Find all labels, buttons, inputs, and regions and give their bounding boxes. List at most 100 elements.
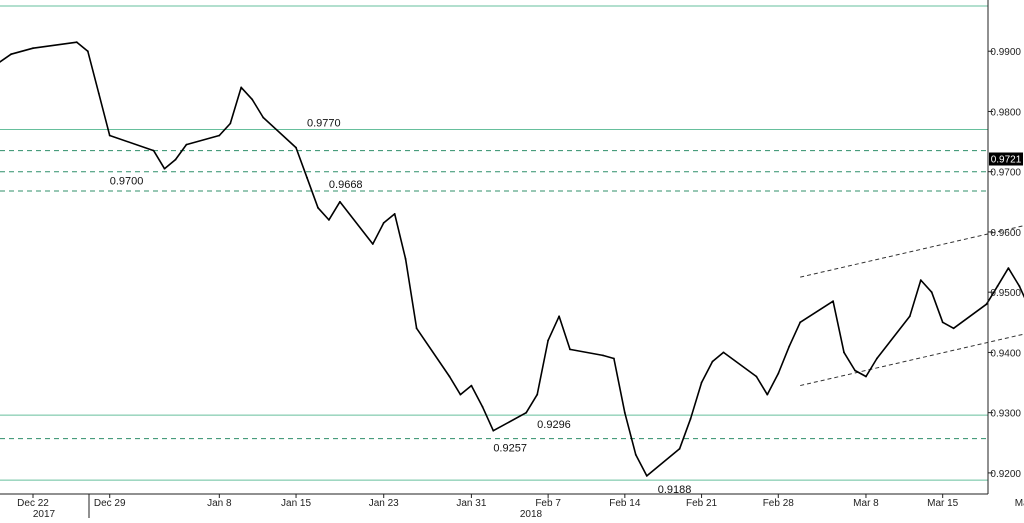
price-point (941, 321, 944, 324)
price-point (799, 321, 802, 324)
price-point (10, 53, 13, 56)
price-point (876, 357, 878, 360)
price-point (788, 345, 791, 348)
price-point (382, 222, 385, 224)
price-point (152, 149, 155, 152)
y-tick-label-4: 0.9600 (990, 228, 1021, 239)
y-tick-label-1: 0.9300 (990, 409, 1021, 420)
price-point (306, 176, 308, 179)
x-tick-label-3: Jan 15 (281, 498, 311, 509)
year-label-0: 2017 (33, 509, 56, 518)
level-labels-layer: 0.9770 0.9700 0.9668 0.9296 0.9257 0.9188 (110, 118, 692, 497)
price-point (843, 351, 845, 354)
price-point (163, 167, 166, 170)
price-point (645, 475, 648, 477)
y-tick-label-0: 0.9200 (990, 469, 1021, 480)
x-tick-label-10: Mar 8 (853, 498, 879, 509)
last-price-tag-bg (989, 152, 1023, 166)
year-label-1: 2018 (520, 509, 543, 518)
channel-layer (800, 225, 1024, 387)
price-point (218, 134, 221, 137)
level-label-7: 0.9188 (658, 484, 692, 496)
price-point (404, 258, 407, 260)
price-point (865, 375, 867, 378)
x-tick-label-9: Feb 28 (763, 498, 795, 509)
price-point (700, 381, 703, 384)
channel-upper-line (800, 225, 1024, 278)
x-tick-label-4: Jan 23 (369, 498, 399, 509)
series-layer (0, 41, 1024, 477)
price-point (262, 116, 265, 119)
price-point (985, 303, 988, 306)
price-point (470, 384, 473, 387)
price-point (108, 134, 111, 137)
level-label-5: 0.9296 (537, 419, 571, 431)
price-point (602, 354, 604, 357)
x-tick-label-11: Mar 15 (927, 498, 959, 509)
x-tick-label-5: Jan 31 (456, 498, 486, 509)
price-point (711, 360, 714, 363)
price-point (908, 315, 911, 318)
y-tick-label-7: 0.9900 (990, 47, 1021, 58)
price-point (919, 279, 922, 281)
price-point (547, 339, 549, 342)
price-point (777, 372, 780, 375)
x-tick-label-8: Feb 21 (686, 498, 718, 509)
price-point (415, 327, 418, 330)
price-point (558, 315, 560, 318)
price-point (536, 393, 539, 396)
price-point (492, 429, 495, 432)
y-tick-label-5: 0.9700 (990, 168, 1021, 179)
price-point (634, 453, 637, 456)
price-point (328, 219, 330, 221)
price-point (251, 98, 254, 101)
price-point (755, 375, 758, 378)
price-point (97, 92, 100, 95)
levels-layer (0, 5, 988, 481)
price-point (952, 327, 955, 330)
price-point (689, 417, 692, 420)
y-tick-label-2: 0.9400 (990, 348, 1021, 359)
last-price-value: 0.9721 (991, 155, 1022, 166)
price-point (525, 411, 528, 414)
channel-lower-line (800, 333, 1024, 387)
price-point (569, 348, 571, 351)
x-tick-label-7: Feb 14 (609, 498, 641, 509)
price-point (185, 143, 188, 146)
price-point (722, 351, 725, 354)
level-label-4: 0.9668 (329, 179, 363, 191)
price-point (240, 86, 243, 89)
price-point (766, 393, 769, 396)
price-point (339, 200, 341, 203)
price-point (854, 369, 856, 372)
level-label-6: 0.9257 (493, 443, 527, 455)
price-point (393, 213, 396, 215)
x-tick-label-2: Jan 8 (207, 498, 232, 509)
level-label-1: 0.9770 (307, 118, 341, 130)
x-tick-label-6: Feb 7 (535, 498, 561, 509)
price-series-line (0, 41, 1024, 477)
price-point (371, 243, 374, 245)
axes-layer (0, 0, 989, 518)
price-point (832, 300, 834, 303)
price-point (448, 375, 451, 378)
price-point (623, 411, 626, 414)
price-point (86, 50, 89, 53)
price-point (996, 285, 999, 288)
price-point (1007, 267, 1010, 269)
price-point (317, 206, 319, 209)
x-tick-label-12: Mar 23 (1015, 498, 1024, 509)
x-tick-label-0: Dec 22 (17, 498, 49, 509)
last-price-tag: 0.9721 (989, 152, 1023, 166)
price-point (613, 357, 615, 360)
price-point (174, 158, 177, 161)
price-point (229, 122, 232, 125)
price-point (481, 405, 484, 408)
level-label-3: 0.9700 (110, 176, 144, 188)
price-point (1018, 285, 1021, 288)
ticks-layer: 0.9200 0.9300 0.9400 0.9500 0.9600 0.9700 0.98… (17, 47, 1024, 520)
x-tick-label-1: Dec 29 (94, 498, 126, 509)
price-point (75, 41, 78, 44)
